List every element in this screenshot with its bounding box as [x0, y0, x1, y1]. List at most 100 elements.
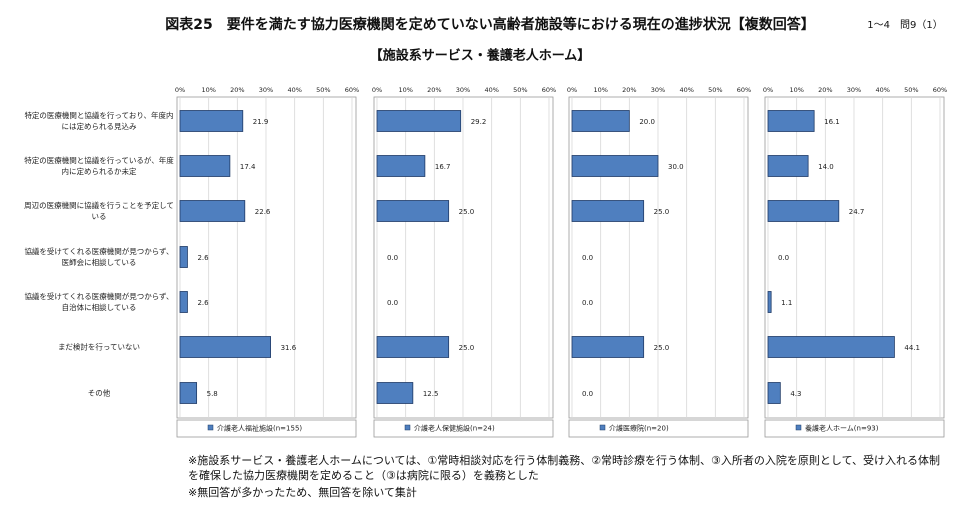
x-tick-label: 30% [456, 86, 470, 94]
panel-frame [568, 96, 749, 419]
legend-swatch [404, 424, 411, 431]
legend-label: 養護老人ホーム(n=93) [805, 424, 879, 433]
bar [767, 382, 781, 404]
x-tick-label: 20% [230, 86, 244, 94]
value-label: 17.4 [240, 163, 256, 171]
bar [767, 336, 895, 358]
legend-swatch [795, 424, 802, 431]
x-tick-label: 50% [316, 86, 330, 94]
value-label: 21.9 [253, 118, 269, 126]
value-label: 1.1 [781, 299, 792, 307]
note: ※無回答が多かったため、無回答を除いて集計 [188, 486, 417, 499]
value-label: 0.0 [582, 390, 593, 398]
legend-frame [764, 419, 945, 438]
category-label: まだ検討を行っていない [57, 342, 141, 352]
category-label: 周辺の医療機関に協議を行うことを予定している [24, 201, 174, 221]
bar [767, 200, 840, 222]
legend-label: 介護老人保健施設(n=24) [414, 424, 495, 433]
value-label: 25.0 [654, 208, 670, 216]
legend-frame [568, 419, 749, 438]
value-label: 2.6 [197, 254, 209, 262]
x-tick-label: 0% [175, 86, 185, 94]
x-tick-label: 60% [933, 86, 947, 94]
value-label: 30.0 [668, 163, 684, 171]
bar [767, 291, 772, 313]
x-tick-label: 0% [372, 86, 382, 94]
category-label: 特定の医療機関と協議を行っており、年度内には定められる見込み [24, 111, 174, 131]
bar [376, 110, 462, 132]
bar [179, 110, 244, 132]
x-tick-label: 40% [484, 86, 498, 94]
legend-frame [373, 419, 554, 438]
x-tick-label: 40% [679, 86, 693, 94]
value-label: 44.1 [904, 344, 920, 352]
category-label: 協議を受けてくれる医療機関が見つからず、医師会に相談している [24, 247, 174, 267]
value-label: 5.8 [207, 390, 218, 398]
value-label: 14.0 [818, 163, 834, 171]
value-label: 25.0 [459, 208, 475, 216]
bar [571, 200, 645, 222]
category-label: 特定の医療機関と協議を行っているが、年度内に定められるか未定 [24, 156, 174, 176]
bar [571, 110, 630, 132]
bar [179, 200, 246, 222]
bar [376, 336, 450, 358]
value-label: 25.0 [654, 344, 670, 352]
value-label: 0.0 [387, 254, 398, 262]
x-tick-label: 10% [593, 86, 607, 94]
x-tick-label: 40% [287, 86, 301, 94]
chart-subtitle: 【施設系サービス・養護老人ホーム】 [370, 48, 591, 64]
bar [179, 155, 231, 177]
value-label: 24.7 [849, 208, 865, 216]
x-tick-label: 40% [875, 86, 889, 94]
bar [571, 155, 659, 177]
value-label: 2.6 [197, 299, 209, 307]
category-label: 協議を受けてくれる医療機関が見つからず、自治体に相談している [24, 292, 174, 312]
bar [179, 291, 188, 313]
value-label: 0.0 [387, 299, 398, 307]
legend-label: 介護老人福祉施設(n=155) [217, 424, 302, 433]
bar [179, 246, 188, 268]
x-tick-label: 30% [259, 86, 273, 94]
legend-label: 介護医療院(n=20) [609, 424, 669, 433]
chart-title: 図表25 要件を満たす協力医療機関を定めていない高齢者施設等における現在の進捗状… [165, 16, 814, 33]
legend-swatch [207, 424, 214, 431]
value-label: 16.1 [824, 118, 840, 126]
x-tick-label: 10% [201, 86, 215, 94]
x-tick-label: 60% [542, 86, 556, 94]
bar [767, 110, 815, 132]
value-label: 0.0 [778, 254, 789, 262]
x-tick-label: 10% [398, 86, 412, 94]
value-label: 0.0 [582, 254, 593, 262]
value-label: 4.3 [790, 390, 801, 398]
bar [376, 200, 450, 222]
bar [767, 155, 809, 177]
x-tick-label: 10% [789, 86, 803, 94]
x-tick-label: 50% [904, 86, 918, 94]
category-label: その他 [87, 388, 111, 398]
x-tick-label: 20% [818, 86, 832, 94]
bar [179, 382, 198, 404]
bar [179, 336, 271, 358]
value-label: 25.0 [459, 344, 475, 352]
panel-frame [176, 96, 357, 419]
value-label: 12.5 [423, 390, 439, 398]
notes: ※施設系サービス・養護老人ホームについては、①常時相談対応を行う体制義務、②常時… [188, 453, 948, 502]
panel-frame [764, 96, 945, 419]
x-tick-label: 20% [427, 86, 441, 94]
x-tick-label: 30% [847, 86, 861, 94]
value-label: 31.6 [281, 344, 297, 352]
x-tick-label: 20% [622, 86, 636, 94]
x-tick-label: 30% [651, 86, 665, 94]
value-label: 16.7 [435, 163, 451, 171]
x-tick-label: 60% [737, 86, 751, 94]
bar [376, 155, 426, 177]
value-label: 20.0 [639, 118, 655, 126]
x-tick-label: 0% [763, 86, 773, 94]
note: ※施設系サービス・養護老人ホームについては、①常時相談対応を行う体制義務、②常時… [188, 454, 941, 482]
x-tick-label: 50% [513, 86, 527, 94]
x-tick-label: 0% [567, 86, 577, 94]
value-label: 22.6 [255, 208, 271, 216]
x-tick-label: 60% [345, 86, 359, 94]
